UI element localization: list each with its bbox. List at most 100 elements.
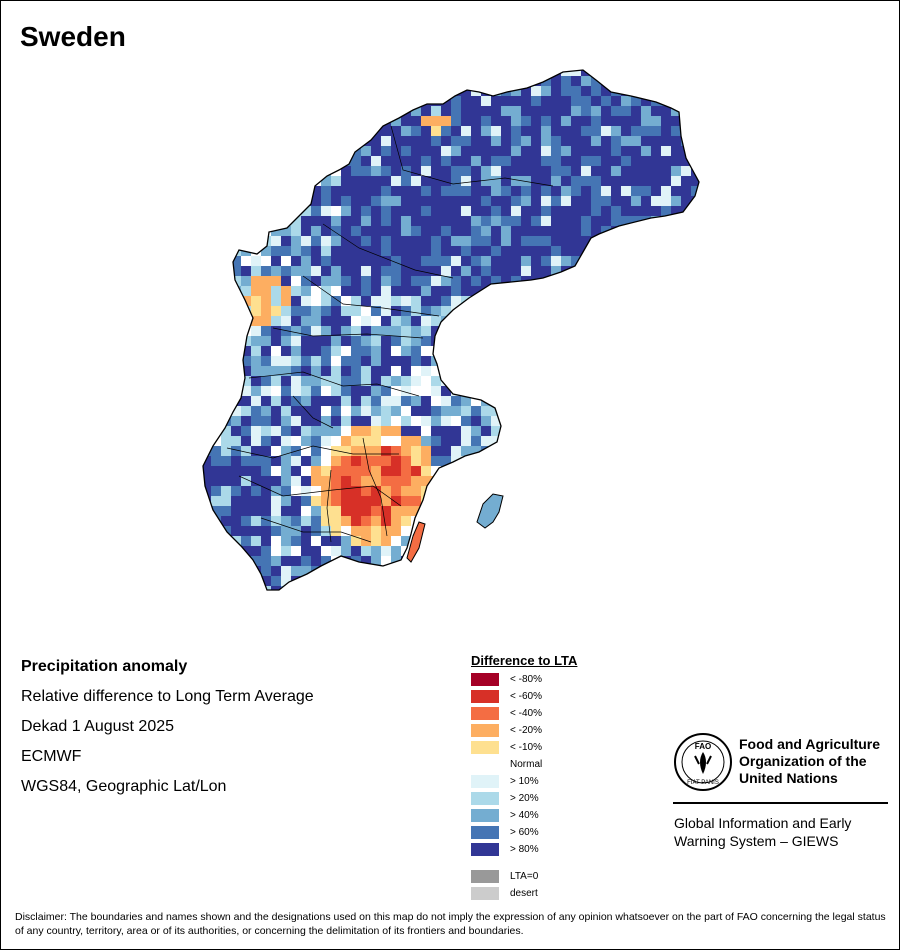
raster-cell bbox=[531, 226, 541, 236]
raster-cell bbox=[681, 546, 691, 556]
raster-cell bbox=[411, 446, 421, 456]
raster-cell bbox=[203, 206, 211, 216]
raster-cell bbox=[251, 96, 261, 106]
raster-cell bbox=[381, 256, 391, 266]
raster-cell bbox=[301, 196, 311, 206]
raster-cell bbox=[411, 486, 421, 496]
raster-cell bbox=[511, 446, 521, 456]
raster-cell bbox=[451, 476, 461, 486]
legend-swatch-desert bbox=[471, 887, 499, 900]
raster-cell bbox=[431, 426, 441, 436]
raster-cell bbox=[231, 196, 241, 206]
raster-cell bbox=[611, 176, 621, 186]
raster-cell bbox=[541, 136, 551, 146]
raster-cell bbox=[571, 526, 581, 536]
raster-cell bbox=[221, 576, 231, 586]
raster-cell bbox=[421, 596, 431, 606]
raster-cell bbox=[411, 456, 421, 466]
raster-cell bbox=[401, 466, 411, 476]
raster-cell bbox=[381, 136, 391, 146]
raster-cell bbox=[581, 556, 591, 566]
raster-cell bbox=[291, 86, 301, 96]
raster-cell bbox=[531, 516, 541, 526]
raster-cell bbox=[631, 466, 641, 476]
raster-cell bbox=[541, 116, 551, 126]
raster-cell bbox=[631, 296, 641, 306]
raster-cell bbox=[301, 496, 311, 506]
raster-cell bbox=[311, 376, 321, 386]
raster-cell bbox=[621, 316, 631, 326]
fao-name-line3: United Nations bbox=[739, 770, 838, 786]
raster-cell bbox=[631, 96, 641, 106]
raster-cell bbox=[701, 436, 711, 446]
raster-cell bbox=[691, 246, 699, 256]
raster-cell bbox=[641, 496, 651, 506]
raster-cell bbox=[191, 206, 201, 216]
raster-cell bbox=[341, 336, 351, 346]
raster-cell bbox=[251, 446, 261, 456]
raster-cell bbox=[321, 206, 331, 216]
raster-cell bbox=[471, 396, 481, 406]
raster-cell bbox=[381, 366, 391, 376]
raster-cell bbox=[241, 256, 251, 266]
raster-cell bbox=[251, 526, 261, 536]
raster-cell bbox=[321, 536, 331, 546]
raster-cell bbox=[701, 366, 711, 376]
raster-cell bbox=[361, 176, 371, 186]
raster-cell bbox=[351, 136, 361, 146]
giews-line2: Warning System – GIEWS bbox=[674, 833, 839, 849]
legend-label: Normal bbox=[510, 759, 543, 770]
raster-cell bbox=[261, 146, 271, 156]
raster-cell bbox=[391, 326, 401, 336]
raster-cell bbox=[361, 326, 371, 336]
raster-cell bbox=[691, 376, 699, 386]
raster-cell bbox=[441, 526, 451, 536]
raster-cell bbox=[611, 516, 621, 526]
raster-cell bbox=[491, 256, 501, 266]
raster-cell bbox=[271, 266, 281, 276]
raster-cell bbox=[451, 216, 461, 226]
raster-cell bbox=[631, 86, 641, 96]
raster-cell bbox=[581, 526, 591, 536]
raster-cell bbox=[461, 476, 471, 486]
raster-cell bbox=[221, 306, 231, 316]
raster-cell bbox=[671, 436, 681, 446]
raster-cell bbox=[331, 436, 341, 446]
raster-cell bbox=[351, 206, 361, 216]
raster-cell bbox=[541, 106, 551, 116]
raster-cell bbox=[621, 216, 631, 226]
raster-cell bbox=[261, 126, 271, 136]
raster-cell bbox=[571, 86, 581, 96]
raster-cell bbox=[541, 586, 551, 590]
raster-cell bbox=[571, 406, 581, 416]
raster-cell bbox=[571, 336, 581, 346]
raster-cell bbox=[591, 276, 601, 286]
raster-cell bbox=[471, 266, 481, 276]
raster-cell bbox=[631, 526, 641, 536]
raster-cell bbox=[531, 506, 541, 516]
raster-cell bbox=[701, 176, 711, 186]
raster-cell bbox=[421, 156, 431, 166]
raster-cell bbox=[451, 416, 461, 426]
raster-cell bbox=[231, 146, 241, 156]
raster-cell bbox=[671, 70, 681, 76]
raster-cell bbox=[601, 136, 611, 146]
raster-cell bbox=[441, 126, 451, 136]
raster-cell bbox=[271, 366, 281, 376]
raster-cell bbox=[511, 76, 521, 86]
raster-cell bbox=[691, 146, 699, 156]
raster-cell bbox=[361, 116, 371, 126]
raster-cell bbox=[351, 86, 361, 96]
raster-cell bbox=[571, 396, 581, 406]
raster-cell bbox=[571, 436, 581, 446]
raster-cell bbox=[391, 226, 401, 236]
raster-cell bbox=[471, 526, 481, 536]
raster-cell bbox=[421, 436, 431, 446]
raster-cell bbox=[321, 456, 331, 466]
raster-cell bbox=[381, 556, 391, 566]
raster-cell bbox=[411, 166, 421, 176]
raster-cell bbox=[581, 546, 591, 556]
raster-cell bbox=[241, 526, 251, 536]
raster-cell bbox=[551, 476, 561, 486]
raster-cell bbox=[641, 96, 651, 106]
